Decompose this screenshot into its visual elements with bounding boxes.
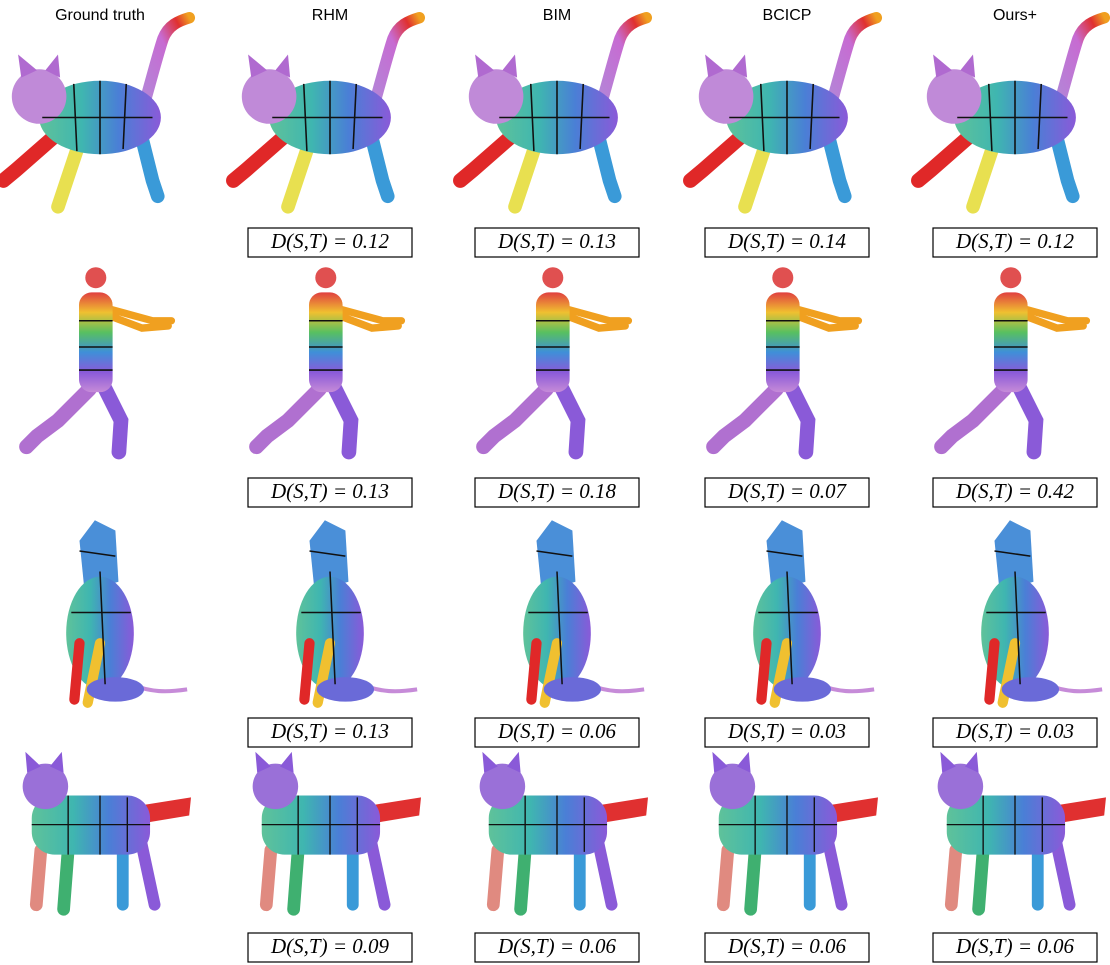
column-header: BCICP (763, 7, 812, 24)
score-label: D(S,T) = 0.09 (270, 934, 390, 958)
shape-render (523, 520, 644, 702)
score-label: D(S,T) = 0.42 (955, 479, 1075, 503)
score-label: D(S,T) = 0.06 (497, 719, 617, 743)
score-label: D(S,T) = 0.06 (497, 934, 617, 958)
score-box (704, 227, 870, 258)
score-label: D(S,T) = 0.13 (497, 229, 616, 253)
score-label: D(S,T) = 0.18 (497, 479, 617, 503)
score-box (474, 717, 640, 748)
shape-render (714, 267, 859, 452)
shape-render (981, 520, 1102, 702)
score-label: D(S,T) = 0.03 (727, 719, 846, 743)
score-box (932, 227, 1098, 258)
shape-render (66, 520, 187, 702)
score-label: D(S,T) = 0.06 (727, 934, 847, 958)
column-header: RHM (312, 7, 348, 24)
score-label: D(S,T) = 0.12 (955, 229, 1075, 253)
score-box (247, 477, 413, 508)
score-label: D(S,T) = 0.13 (270, 479, 389, 503)
score-label: D(S,T) = 0.06 (955, 934, 1075, 958)
shape-render (484, 267, 629, 452)
score-box (932, 932, 1098, 963)
score-box (932, 477, 1098, 508)
score-box (932, 717, 1098, 748)
score-label: D(S,T) = 0.07 (727, 479, 848, 503)
column-header: BIM (543, 7, 571, 24)
score-box (704, 932, 870, 963)
shape-render (233, 18, 419, 207)
score-box (474, 477, 640, 508)
shape-render (253, 752, 421, 909)
score-label: D(S,T) = 0.12 (270, 229, 390, 253)
score-box (704, 477, 870, 508)
shape-render (918, 18, 1104, 207)
score-label: D(S,T) = 0.03 (955, 719, 1074, 743)
shape-render (257, 267, 402, 452)
score-box (247, 227, 413, 258)
score-box (474, 227, 640, 258)
score-label: D(S,T) = 0.14 (727, 229, 847, 253)
score-box (247, 717, 413, 748)
shape-render (460, 18, 646, 207)
shape-render (942, 267, 1087, 452)
shape-render (23, 752, 191, 909)
shape-render (296, 520, 417, 702)
shape-render (690, 18, 876, 207)
shape-render (480, 752, 648, 909)
shape-render (3, 18, 189, 207)
score-box (247, 932, 413, 963)
score-box (704, 717, 870, 748)
shape-render (27, 267, 172, 452)
column-header: Ground truth (55, 7, 145, 24)
column-header: Ours+ (993, 7, 1037, 24)
shape-render (938, 752, 1106, 909)
score-label: D(S,T) = 0.13 (270, 719, 389, 743)
grid: Ground truth RHM BIM BCICP Ours+ D(S,T) = 0.1… (3, 7, 1106, 963)
shape-render (753, 520, 874, 702)
score-box (474, 932, 640, 963)
shape-render (710, 752, 878, 909)
